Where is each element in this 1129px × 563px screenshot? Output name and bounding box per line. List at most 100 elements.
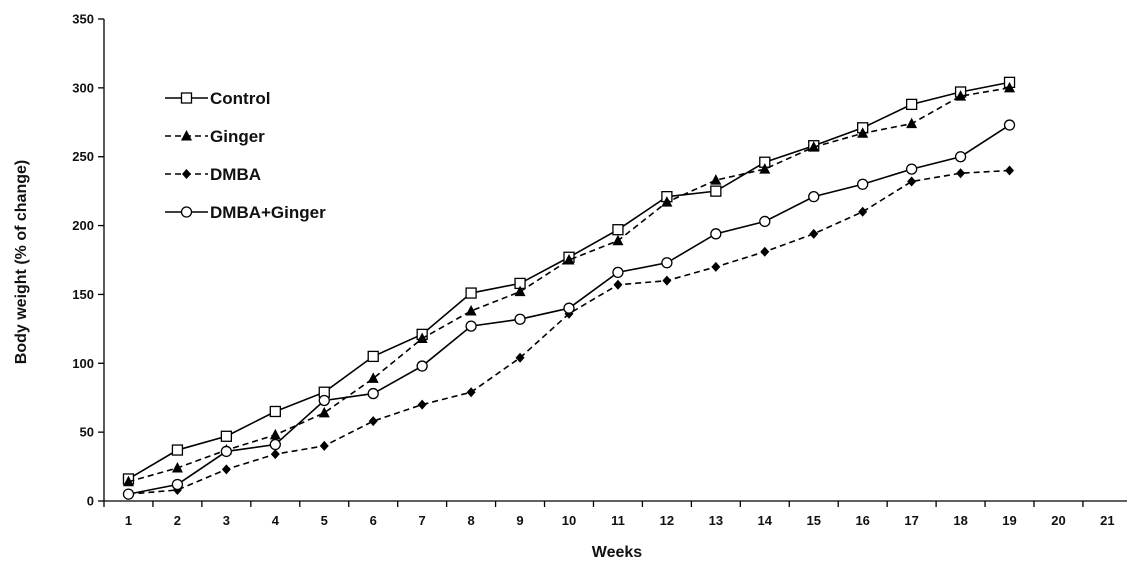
- data-point: [711, 261, 721, 272]
- y-tick-label: 300: [72, 80, 94, 95]
- data-point: [613, 279, 623, 290]
- x-tick-label: 13: [709, 513, 723, 528]
- x-tick-label: 17: [904, 513, 918, 528]
- data-point: [858, 206, 868, 217]
- data-point: [514, 313, 526, 325]
- data-point: [122, 475, 134, 487]
- data-point: [318, 406, 330, 418]
- data-point: [269, 405, 281, 418]
- data-point: [465, 287, 477, 299]
- y-tick-label: 0: [87, 494, 94, 509]
- data-point: [955, 90, 967, 101]
- data-point: [612, 224, 624, 236]
- data-point: [760, 246, 770, 257]
- data-point: [367, 350, 379, 363]
- data-point: [906, 117, 918, 129]
- data-point: [171, 478, 184, 491]
- legend-marker: [181, 130, 192, 141]
- data-point: [368, 416, 378, 427]
- data-point: [514, 285, 526, 297]
- x-tick-label: 18: [953, 513, 967, 528]
- x-tick-label: 9: [516, 513, 523, 528]
- y-tick-label: 150: [72, 287, 94, 302]
- data-point: [808, 141, 820, 152]
- x-tick-label: 15: [807, 513, 821, 528]
- data-point: [661, 257, 673, 269]
- series-ginger: [122, 81, 1016, 487]
- legend: Control Ginger DMBA DMBA+Ginger: [165, 89, 326, 222]
- y-tick-label: 50: [80, 425, 94, 440]
- data-point: [318, 394, 330, 407]
- data-point: [563, 302, 575, 314]
- legend-item: DMBA+Ginger: [165, 203, 326, 222]
- data-point: [857, 127, 869, 138]
- legend-label: DMBA: [210, 165, 261, 184]
- x-tick-label: 20: [1051, 513, 1065, 528]
- data-point: [857, 178, 869, 190]
- y-tick-label: 350: [72, 12, 94, 27]
- legend-item: Control: [165, 89, 270, 108]
- data-point: [710, 174, 722, 185]
- x-tick-label: 4: [272, 513, 280, 528]
- data-point: [808, 191, 820, 203]
- series-layer: [122, 76, 1016, 500]
- y-tick-label: 100: [72, 356, 94, 371]
- data-point: [269, 438, 281, 451]
- data-point: [466, 387, 476, 398]
- data-point: [1003, 119, 1016, 131]
- y-tick-label: 200: [72, 218, 94, 233]
- series-dmba-ginger: [122, 119, 1016, 500]
- data-point: [221, 464, 231, 475]
- x-tick-label: 16: [855, 513, 869, 528]
- x-tick-label: 21: [1100, 513, 1114, 528]
- data-point: [954, 151, 967, 163]
- data-point: [122, 488, 135, 500]
- data-point: [416, 360, 428, 372]
- data-point: [662, 275, 672, 286]
- data-point: [465, 320, 477, 332]
- data-point: [661, 196, 673, 207]
- data-point: [270, 449, 280, 460]
- data-point: [907, 176, 917, 187]
- x-tick-label: 12: [660, 513, 674, 528]
- data-point: [759, 215, 771, 228]
- data-point: [367, 372, 379, 383]
- data-point: [220, 430, 233, 442]
- data-point: [905, 98, 918, 111]
- data-point: [1005, 165, 1015, 176]
- data-point: [367, 387, 379, 400]
- data-point: [759, 163, 771, 174]
- x-tick-label: 7: [419, 513, 426, 528]
- data-point: [220, 445, 233, 458]
- data-point: [710, 185, 722, 197]
- y-axis-title: Body weight (% of change): [13, 160, 30, 364]
- data-point: [465, 304, 477, 316]
- legend-marker: [180, 206, 193, 218]
- data-point: [417, 399, 427, 410]
- x-tick-label: 1: [125, 513, 132, 528]
- x-tick-label: 19: [1002, 513, 1016, 528]
- legend-label: Ginger: [210, 127, 265, 146]
- legend-item: DMBA: [165, 165, 261, 184]
- data-point: [319, 440, 329, 451]
- x-tick-label: 6: [370, 513, 377, 528]
- data-point: [612, 266, 624, 279]
- legend-marker: [180, 92, 193, 104]
- series-line: [128, 87, 1010, 483]
- x-tick-label: 8: [467, 513, 474, 528]
- data-point: [710, 228, 722, 240]
- data-point: [416, 332, 428, 343]
- data-point: [269, 428, 281, 440]
- x-tick-label: 2: [174, 513, 181, 528]
- legend-label: DMBA+Ginger: [210, 203, 326, 222]
- x-axis-title: Weeks: [592, 544, 643, 561]
- data-point: [515, 352, 525, 363]
- x-tick-label: 11: [611, 513, 625, 528]
- data-point: [809, 228, 819, 239]
- data-point: [905, 163, 918, 175]
- x-tick-label: 14: [758, 513, 773, 528]
- y-tick-label: 250: [72, 149, 94, 164]
- data-point: [612, 234, 624, 246]
- data-point: [171, 461, 183, 473]
